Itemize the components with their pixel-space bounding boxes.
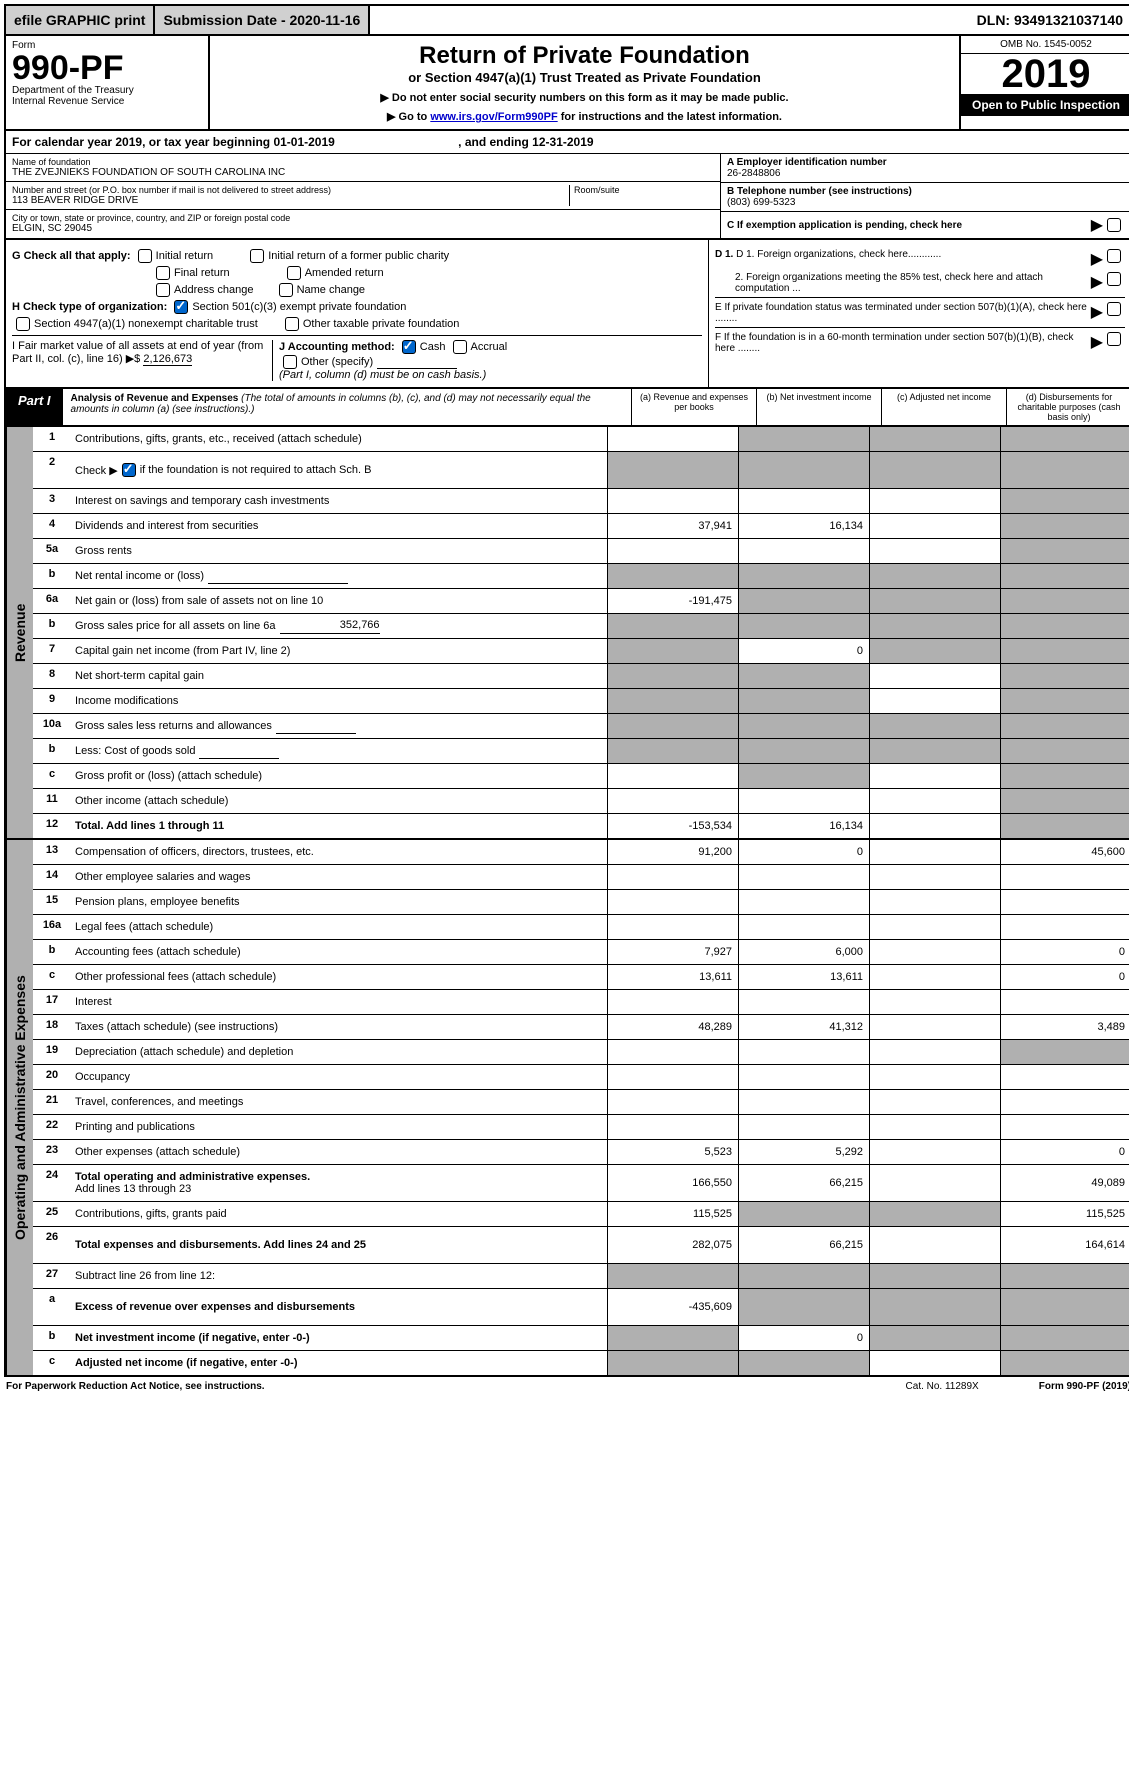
checkbox-d2[interactable] (1107, 272, 1121, 286)
address-row: Number and street (or P.O. box number if… (6, 182, 720, 210)
header-center: Return of Private Foundation or Section … (210, 36, 959, 129)
dln-label: DLN: 93491321037140 (969, 6, 1129, 34)
h-line: H Check type of organization: Section 50… (12, 300, 702, 314)
col-d-hdr: (d) Disbursements for charitable purpose… (1006, 389, 1129, 425)
expenses-grid: Operating and Administrative Expenses 13… (4, 840, 1129, 1377)
checkbox-accrual[interactable] (453, 340, 467, 354)
checkbox-name[interactable] (279, 283, 293, 297)
col-a-hdr: (a) Revenue and expenses per books (631, 389, 756, 425)
part1-header: Part I Analysis of Revenue and Expenses … (4, 389, 1129, 427)
checkbox-cash[interactable] (402, 340, 416, 354)
page-footer: For Paperwork Reduction Act Notice, see … (4, 1377, 1129, 1396)
top-bar: efile GRAPHIC print Submission Date - 20… (4, 4, 1129, 36)
irs-link[interactable]: www.irs.gov/Form990PF (430, 111, 557, 123)
revenue-grid: Revenue 1Contributions, gifts, grants, e… (4, 427, 1129, 840)
irs: Internal Revenue Service (12, 96, 202, 107)
col-c-hdr: (c) Adjusted net income (881, 389, 1006, 425)
info-block: Name of foundation THE ZVEJNIEKS FOUNDAT… (4, 154, 1129, 240)
form-number: 990-PF (12, 51, 202, 85)
header-left: Form 990-PF Department of the Treasury I… (6, 36, 210, 129)
checkbox-d1[interactable] (1107, 249, 1121, 263)
efile-label: efile GRAPHIC print (6, 6, 155, 34)
paperwork-notice: For Paperwork Reduction Act Notice, see … (6, 1381, 265, 1392)
ein-row: A Employer identification number 26-2848… (721, 154, 1129, 183)
form-title: Return of Private Foundation (216, 42, 953, 70)
open-public: Open to Public Inspection (961, 94, 1129, 116)
tel-row: B Telephone number (see instructions) (8… (721, 183, 1129, 212)
header-right: OMB No. 1545-0052 2019 Open to Public In… (959, 36, 1129, 129)
form-header: Form 990-PF Department of the Treasury I… (4, 36, 1129, 131)
check-block: G Check all that apply: Initial return I… (4, 240, 1129, 389)
expenses-side: Operating and Administrative Expenses (6, 840, 33, 1375)
checkbox-4947[interactable] (16, 317, 30, 331)
tax-year: 2019 (961, 54, 1129, 94)
arrow-icon: ▶ (1091, 215, 1103, 235)
instr-1: ▶ Do not enter social security numbers o… (216, 91, 953, 104)
col-b-hdr: (b) Net investment income (756, 389, 881, 425)
checkbox-address[interactable] (156, 283, 170, 297)
checkbox-initial-former[interactable] (250, 249, 264, 263)
calendar-year: For calendar year 2019, or tax year begi… (4, 131, 1129, 154)
g-line: G Check all that apply: Initial return I… (12, 249, 702, 263)
form-subtitle: or Section 4947(a)(1) Trust Treated as P… (216, 70, 953, 85)
dept: Department of the Treasury (12, 85, 202, 96)
fmv-value: 2,126,673 (143, 353, 192, 366)
checkbox-501c3[interactable] (174, 300, 188, 314)
checkbox-c[interactable] (1107, 218, 1121, 232)
revenue-side: Revenue (6, 427, 33, 838)
checkbox-f[interactable] (1107, 332, 1121, 346)
checkbox-other-tax[interactable] (285, 317, 299, 331)
checkbox-e[interactable] (1107, 302, 1121, 316)
part1-tab: Part I (6, 389, 63, 425)
checkbox-schb[interactable] (122, 463, 136, 477)
checkbox-final[interactable] (156, 266, 170, 280)
cat-no: Cat. No. 11289X (906, 1381, 979, 1392)
checkbox-initial[interactable] (138, 249, 152, 263)
city-row: City or town, state or province, country… (6, 210, 720, 237)
foundation-name-row: Name of foundation THE ZVEJNIEKS FOUNDAT… (6, 154, 720, 182)
checkbox-amended[interactable] (287, 266, 301, 280)
exemption-row: C If exemption application is pending, c… (721, 212, 1129, 238)
checkbox-other-acct[interactable] (283, 355, 297, 369)
submission-date: Submission Date - 2020-11-16 (155, 6, 370, 34)
form-ref: Form 990-PF (2019) (1039, 1381, 1129, 1392)
instr-2: ▶ Go to www.irs.gov/Form990PF for instru… (216, 110, 953, 123)
